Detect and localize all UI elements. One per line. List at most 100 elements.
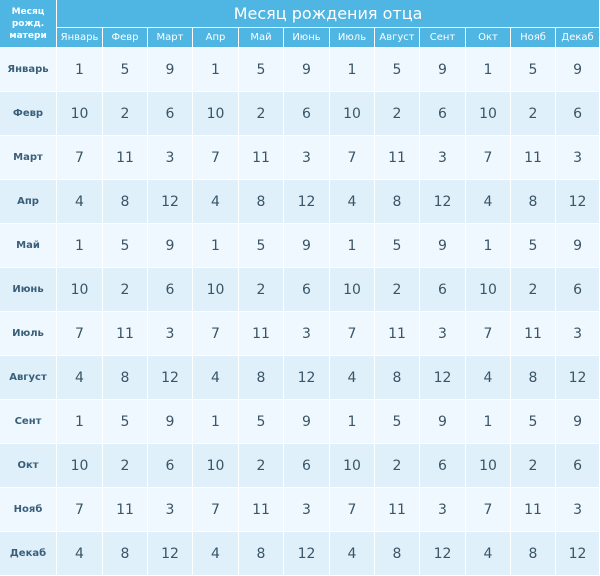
table-cell: 3 (420, 488, 466, 532)
table-cell: 6 (556, 92, 600, 136)
table-cell: 8 (239, 180, 284, 224)
table-cell: 4 (466, 356, 511, 400)
column-header: Март (148, 28, 193, 48)
table-cell: 4 (193, 356, 239, 400)
row-header: Нояб (0, 488, 57, 532)
table-cell: 6 (420, 92, 466, 136)
table-cell: 12 (148, 356, 193, 400)
table-cell: 11 (375, 488, 420, 532)
table-cell: 8 (511, 180, 556, 224)
table-cell: 5 (375, 400, 420, 444)
table-cell: 10 (466, 444, 511, 488)
table-cell: 1 (193, 48, 239, 92)
table-cell: 10 (466, 92, 511, 136)
column-header: Февр (103, 28, 148, 48)
table-cell: 1 (193, 400, 239, 444)
table-cell: 12 (284, 356, 330, 400)
table-cell: 6 (556, 268, 600, 312)
table-cell: 3 (148, 136, 193, 180)
table-cell: 4 (193, 532, 239, 576)
table-cell: 4 (330, 180, 375, 224)
table-cell: 10 (193, 444, 239, 488)
table-row: Май 1 5 9 1 5 9 1 5 9 1 5 9 (0, 224, 600, 268)
row-header: Сент (0, 400, 57, 444)
table-cell: 3 (148, 488, 193, 532)
table-cell: 9 (420, 48, 466, 92)
table-cell: 5 (103, 48, 148, 92)
table-cell: 10 (466, 268, 511, 312)
table-row: Март 7 11 3 7 11 3 7 11 3 7 11 3 (0, 136, 600, 180)
row-header: Январь (0, 48, 57, 92)
table-row: Декаб 4 8 12 4 8 12 4 8 12 4 8 12 (0, 532, 600, 576)
table-cell: 6 (148, 444, 193, 488)
table-cell: 1 (330, 48, 375, 92)
table-cell: 10 (330, 444, 375, 488)
table-cell: 2 (103, 268, 148, 312)
table-row: Июнь 10 2 6 10 2 6 10 2 6 10 2 6 (0, 268, 600, 312)
table-cell: 5 (239, 400, 284, 444)
table-cell: 7 (193, 488, 239, 532)
table-cell: 11 (511, 488, 556, 532)
table-cell: 4 (466, 180, 511, 224)
table-cell: 2 (375, 444, 420, 488)
table-cell: 9 (284, 224, 330, 268)
column-header: Июнь (284, 28, 330, 48)
table-cell: 4 (57, 356, 103, 400)
column-header: Декаб (556, 28, 600, 48)
row-header: Июнь (0, 268, 57, 312)
table-row: Январь 1 5 9 1 5 9 1 5 9 1 5 9 (0, 48, 600, 92)
table-cell: 9 (420, 224, 466, 268)
table-cell: 2 (375, 268, 420, 312)
table-cell: 5 (511, 224, 556, 268)
table-cell: 7 (466, 312, 511, 356)
table-cell: 7 (57, 488, 103, 532)
table-cell: 6 (556, 444, 600, 488)
table-cell: 2 (239, 268, 284, 312)
table-cell: 6 (420, 268, 466, 312)
table-cell: 10 (57, 268, 103, 312)
table-row: Нояб 7 11 3 7 11 3 7 11 3 7 11 3 (0, 488, 600, 532)
table-cell: 2 (511, 268, 556, 312)
table-cell: 12 (556, 356, 600, 400)
column-header: Апр (193, 28, 239, 48)
table-cell: 3 (148, 312, 193, 356)
table-body: Январь 1 5 9 1 5 9 1 5 9 1 5 9 Февр 10 2 6 10 2 6 10 2 6 10 2 6 Ма… (0, 48, 600, 576)
table-cell: 12 (284, 532, 330, 576)
table-cell: 6 (284, 444, 330, 488)
table-cell: 11 (375, 312, 420, 356)
table-cell: 7 (57, 136, 103, 180)
table-cell: 4 (57, 532, 103, 576)
table-cell: 11 (239, 488, 284, 532)
table-cell: 12 (556, 180, 600, 224)
table-cell: 6 (420, 444, 466, 488)
table-cell: 5 (103, 224, 148, 268)
table-cell: 6 (284, 92, 330, 136)
table-cell: 12 (284, 180, 330, 224)
table-cell: 5 (511, 400, 556, 444)
table-cell: 7 (330, 136, 375, 180)
row-header: Апр (0, 180, 57, 224)
table-row: Окт 10 2 6 10 2 6 10 2 6 10 2 6 (0, 444, 600, 488)
table-cell: 5 (103, 400, 148, 444)
column-header: Сент (420, 28, 466, 48)
table-cell: 1 (57, 400, 103, 444)
table-cell: 1 (330, 224, 375, 268)
table-cell: 3 (420, 312, 466, 356)
table-cell: 8 (375, 532, 420, 576)
table-cell: 5 (375, 48, 420, 92)
table-cell: 12 (420, 356, 466, 400)
table-cell: 10 (330, 92, 375, 136)
table-cell: 11 (511, 312, 556, 356)
table-cell: 11 (103, 136, 148, 180)
table-cell: 9 (284, 48, 330, 92)
table-cell: 8 (511, 532, 556, 576)
table-cell: 11 (375, 136, 420, 180)
table-cell: 8 (103, 356, 148, 400)
table-cell: 3 (420, 136, 466, 180)
row-header: Окт (0, 444, 57, 488)
table-cell: 9 (284, 400, 330, 444)
table-cell: 12 (420, 180, 466, 224)
table-cell: 3 (284, 488, 330, 532)
table-cell: 2 (103, 92, 148, 136)
